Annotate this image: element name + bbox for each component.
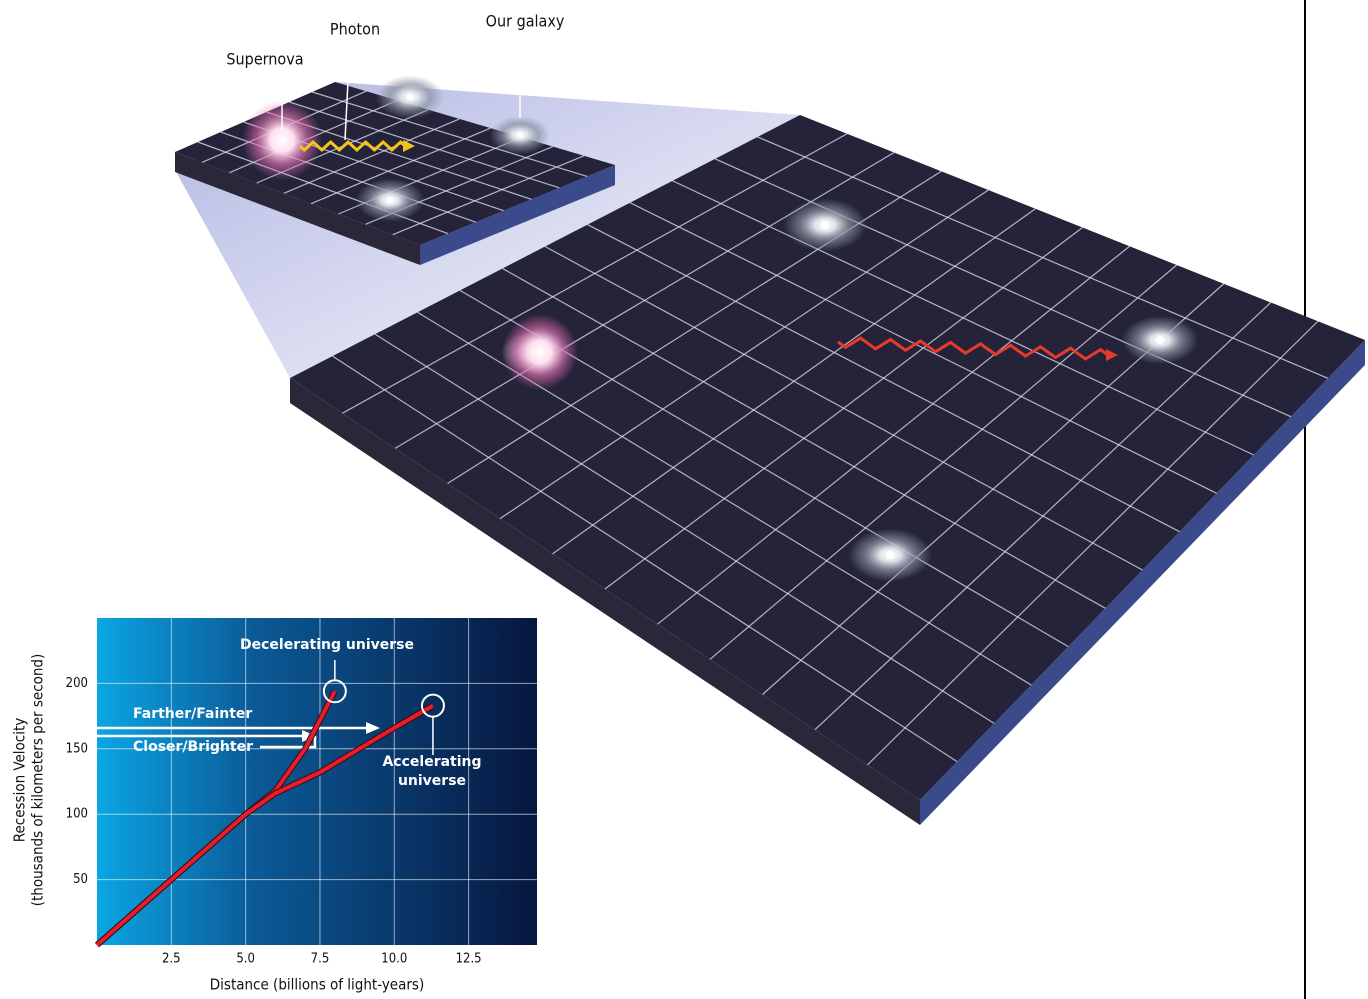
y-tick-label: 150	[66, 741, 88, 756]
x-axis-label: Distance (billions of light-years)	[210, 976, 424, 994]
slabs	[175, 75, 1365, 825]
galaxy-core	[1156, 336, 1164, 344]
series-label: Accelerating universe	[382, 754, 482, 789]
slab-grid	[657, 245, 1130, 625]
series-label: Decelerating universe	[240, 637, 414, 653]
plot-area	[97, 618, 537, 945]
y-tick-label: 200	[66, 676, 88, 691]
galaxy-core	[885, 550, 895, 560]
slab-side	[920, 340, 1365, 825]
y-tick-label: 50	[73, 872, 88, 887]
leader	[281, 36, 521, 141]
x-tick-label: 2.5	[162, 952, 181, 967]
y-tick-label: 100	[66, 807, 88, 822]
slab-grid	[342, 133, 848, 414]
slab-side	[175, 152, 420, 265]
label: Photon	[330, 20, 380, 39]
arrow	[97, 734, 317, 749]
x-tick-label: 12.5	[456, 952, 482, 967]
photon	[298, 139, 407, 153]
galaxy-core	[516, 131, 524, 139]
label: Our galaxy	[486, 12, 565, 31]
slab-top	[290, 115, 1365, 800]
x-tick-label: 7.5	[311, 952, 330, 967]
arrow-head	[366, 722, 380, 734]
photon-head	[403, 140, 415, 152]
slab-grid	[283, 118, 460, 194]
y-axis-label: Recession Velocity	[11, 718, 29, 842]
galaxy-core	[820, 220, 830, 230]
x-tick-label: 10.0	[381, 952, 407, 967]
line	[95, 703, 434, 947]
annotation: Farther/Fainter	[133, 706, 253, 722]
slab-grid	[289, 101, 560, 189]
slab-grid	[552, 208, 1036, 555]
label: Supernova	[226, 50, 303, 69]
x-tick-label: 5.0	[236, 952, 255, 967]
slab-grid	[310, 127, 491, 205]
slab-grid	[709, 264, 1178, 660]
slab-grid	[604, 227, 1083, 590]
slab-grid	[499, 189, 989, 520]
photon-head	[1106, 349, 1118, 361]
slab-grid	[814, 302, 1272, 731]
supernova	[502, 314, 578, 390]
galaxy-core	[386, 196, 394, 204]
plot	[95, 618, 537, 948]
slab-grid	[311, 91, 588, 178]
galaxy-core	[406, 93, 414, 101]
slab-side	[290, 378, 920, 825]
annotation: Closer/Brighter	[133, 739, 253, 755]
photon	[837, 336, 1109, 361]
slab-grid	[867, 320, 1319, 766]
supernova	[242, 100, 322, 180]
slab-grid	[392, 155, 585, 236]
y-axis-label: (thousands of kilometers per second)	[29, 654, 47, 907]
slab-side	[420, 165, 615, 265]
